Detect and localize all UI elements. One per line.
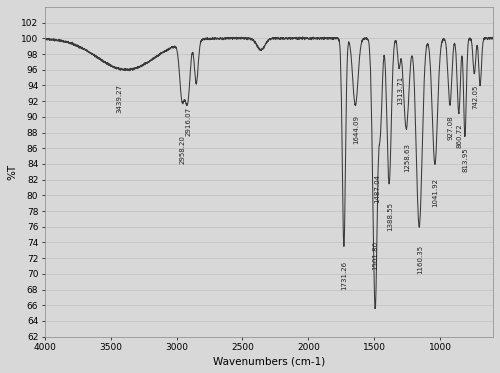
Text: 1258.63: 1258.63: [404, 143, 410, 172]
Text: 1388.55: 1388.55: [387, 202, 393, 231]
Text: 1731.26: 1731.26: [342, 260, 347, 289]
Text: 2916.07: 2916.07: [186, 107, 192, 137]
Text: 742.05: 742.05: [472, 85, 478, 109]
Text: 3439.27: 3439.27: [116, 84, 122, 113]
Text: 1041.92: 1041.92: [432, 178, 438, 207]
Y-axis label: %T: %T: [7, 164, 17, 180]
Text: 1160.35: 1160.35: [417, 245, 423, 274]
X-axis label: Wavenumbers (cm-1): Wavenumbers (cm-1): [212, 356, 325, 366]
Text: 813.95: 813.95: [463, 147, 469, 172]
Text: 1313.71: 1313.71: [397, 76, 403, 105]
Text: 1501.80: 1501.80: [372, 241, 378, 270]
Text: 2958.20: 2958.20: [180, 135, 186, 164]
Text: 927.08: 927.08: [448, 116, 454, 140]
Text: 1644.09: 1644.09: [353, 115, 359, 144]
Text: 860.72: 860.72: [456, 123, 462, 148]
Text: 1487.04: 1487.04: [374, 174, 380, 203]
